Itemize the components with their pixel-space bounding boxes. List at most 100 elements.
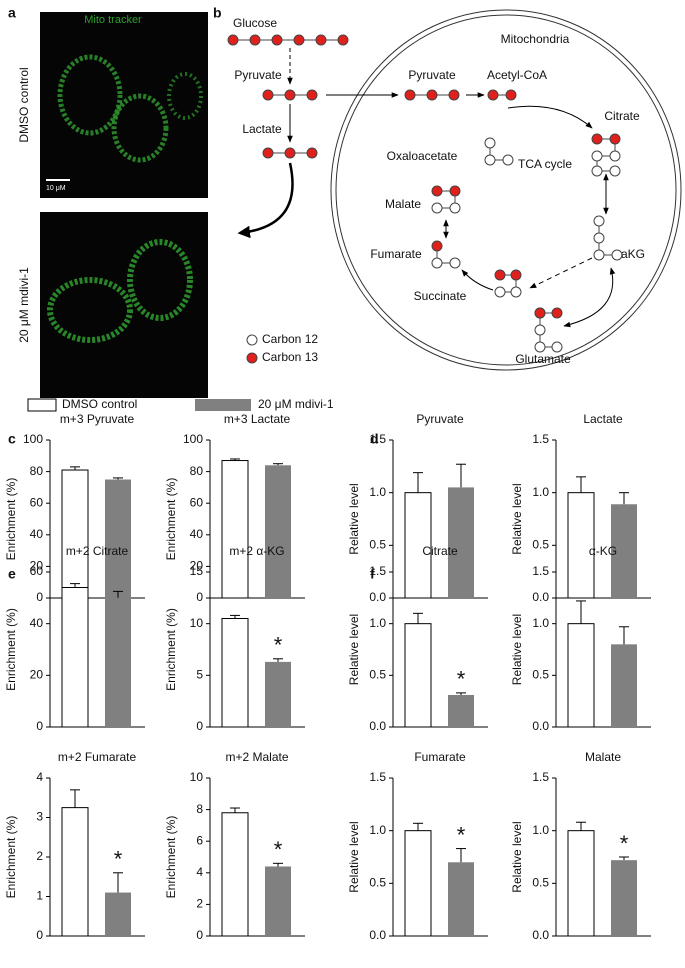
y-axis-label: Relative level — [347, 821, 361, 892]
chart-title: α-KG — [589, 544, 617, 558]
panel-label: a — [8, 5, 16, 21]
node-label: Fumarate — [370, 247, 422, 261]
legend-swatch — [27, 398, 57, 412]
y-tick-label: 0.0 — [532, 590, 549, 604]
bar — [611, 644, 637, 727]
significance: * — [457, 822, 466, 847]
y-tick-label: 1.5 — [532, 432, 549, 446]
carbon — [284, 89, 296, 101]
carbon — [306, 147, 318, 159]
node-label: Pyruvate — [234, 68, 282, 82]
y-tick-label: 15 — [190, 564, 204, 578]
y-tick-label: 0 — [36, 590, 43, 604]
bar — [404, 492, 432, 599]
y-tick-label: 100 — [183, 432, 203, 446]
carbon — [591, 165, 603, 177]
bar — [404, 830, 432, 937]
y-tick-label: 60 — [190, 495, 204, 509]
y-tick-label: 0.0 — [369, 928, 386, 942]
legend-swatch — [195, 399, 251, 411]
y-tick-label: 1.0 — [369, 616, 386, 630]
bar — [105, 892, 131, 936]
significance: * — [274, 837, 283, 862]
bar — [61, 469, 89, 599]
node-label: Pyruvate — [408, 68, 456, 82]
carbon — [534, 324, 546, 336]
micrograph-top — [40, 12, 208, 198]
y-tick-label: 0 — [196, 719, 203, 733]
y-tick-label: 0.5 — [532, 876, 549, 890]
carbon — [593, 249, 605, 261]
chart-title: m+2 Malate — [225, 750, 288, 764]
carbon — [609, 165, 621, 177]
y-tick-label: 0.0 — [532, 928, 549, 942]
carbon — [262, 89, 274, 101]
carbon — [246, 352, 258, 364]
chart-title: m+2 α-KG — [229, 544, 284, 558]
carbon — [510, 269, 522, 281]
carbon — [293, 34, 305, 46]
y-tick-label: 2 — [196, 897, 203, 911]
y-tick-label: 40 — [190, 527, 204, 541]
carbon — [426, 89, 438, 101]
significance: * — [620, 831, 629, 856]
carbon — [284, 147, 296, 159]
panel-label: d — [370, 431, 379, 447]
y-tick-label: 20 — [30, 559, 44, 573]
y-tick-label: 4 — [36, 770, 43, 784]
carbon — [431, 240, 443, 252]
bar — [265, 866, 291, 936]
y-tick-label: 1.0 — [532, 823, 549, 837]
panel-label: e — [8, 566, 16, 582]
y-tick-label: 10 — [190, 616, 204, 630]
carbon — [502, 154, 514, 166]
carbon — [484, 154, 496, 166]
y-tick-label: 40 — [30, 616, 44, 630]
y-tick-label: 0.5 — [369, 668, 386, 682]
chart-title: Pyruvate — [416, 412, 464, 426]
chart-title: Citrate — [422, 544, 458, 558]
y-tick-label: 0 — [36, 719, 43, 733]
legend-label: DMSO control — [62, 397, 137, 411]
y-tick-label: 10 — [190, 770, 204, 784]
legend-label: 20 μM mdivi-1 — [258, 397, 334, 411]
y-tick-label: 0.0 — [532, 719, 549, 733]
carbon — [487, 89, 499, 101]
bar — [221, 812, 249, 937]
y-tick-label: 1.5 — [369, 432, 386, 446]
carbon — [484, 137, 496, 149]
carbon — [249, 34, 261, 46]
y-tick-label: 1.5 — [532, 770, 549, 784]
diagram — [237, 9, 682, 371]
bar — [61, 807, 89, 937]
y-tick-label: 80 — [30, 464, 44, 478]
carbon — [431, 257, 443, 269]
bar — [61, 587, 89, 728]
carbon — [404, 89, 416, 101]
y-tick-label: 0.0 — [369, 590, 386, 604]
y-tick-label: 0.5 — [532, 668, 549, 682]
chart-title: Malate — [585, 750, 621, 764]
bar — [105, 597, 131, 727]
carbon — [591, 150, 603, 162]
compartment-label: Mitochondria — [501, 32, 570, 46]
carbon — [271, 34, 283, 46]
y-tick-label: 1.0 — [532, 485, 549, 499]
y-tick-label: 2 — [36, 849, 43, 863]
node-label: Acetyl-CoA — [487, 68, 547, 82]
carbon — [591, 133, 603, 145]
y-tick-label: 0.5 — [369, 538, 386, 552]
bar — [265, 465, 291, 598]
y-tick-label: 0.5 — [369, 876, 386, 890]
chart-title: m+2 Fumarate — [58, 750, 137, 764]
carbon — [609, 133, 621, 145]
panel-label: c — [8, 431, 16, 447]
micrograph-bottom — [40, 212, 208, 398]
carbon — [262, 147, 274, 159]
carbon — [551, 307, 563, 319]
y-tick-label: 60 — [30, 495, 44, 509]
node-label: Glutamate — [515, 352, 571, 366]
carbon — [534, 341, 546, 353]
